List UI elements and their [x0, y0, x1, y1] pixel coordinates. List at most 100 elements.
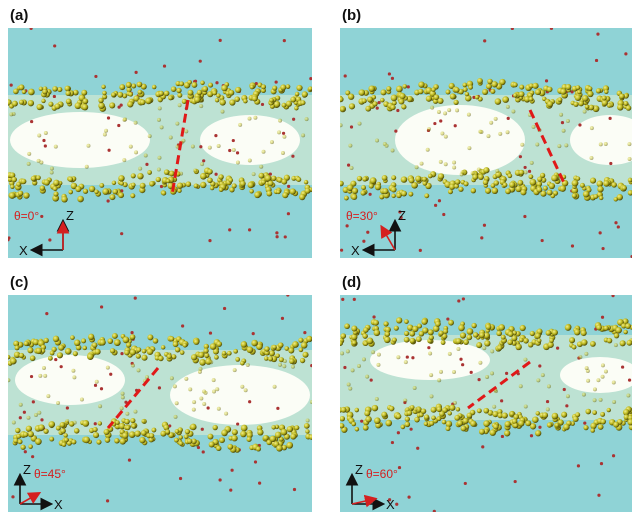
lipid-head: [188, 387, 192, 391]
ion: [48, 238, 51, 241]
lipid-head: [341, 407, 347, 413]
lipid-head: [424, 414, 429, 419]
lipid-head: [138, 167, 142, 171]
lipid-head: [134, 430, 140, 436]
lipid-head: [457, 420, 463, 426]
ion: [550, 27, 553, 30]
ion: [231, 469, 234, 472]
lipid-head: [308, 86, 313, 91]
lipid-head: [306, 336, 312, 342]
ion: [611, 294, 614, 297]
lipid-head: [35, 438, 42, 445]
lipid-head: [492, 187, 499, 194]
lipid-head: [471, 323, 476, 328]
ion: [223, 307, 226, 310]
ion: [538, 364, 541, 367]
ion: [461, 363, 464, 366]
lipid-head: [209, 360, 213, 364]
lipid-head: [458, 325, 465, 332]
ion: [44, 144, 47, 147]
lipid-head: [198, 352, 204, 358]
lipid-head: [147, 170, 152, 175]
lipid-head: [483, 180, 489, 186]
lipid-head: [603, 180, 609, 186]
ion: [232, 139, 235, 142]
lipid-head: [583, 425, 588, 430]
lipid-head: [95, 380, 99, 384]
lipid-head: [598, 424, 604, 430]
lipid-head: [628, 157, 632, 161]
lipid-head: [562, 129, 566, 133]
lipid-head: [375, 139, 379, 143]
lipid-head: [396, 317, 402, 323]
ion: [341, 298, 344, 301]
lipid-head: [519, 170, 525, 176]
ion: [229, 489, 232, 492]
lipid-head: [301, 342, 308, 349]
ion: [462, 297, 465, 300]
lipid-head: [36, 104, 42, 110]
lipid-head: [626, 394, 630, 398]
lipid-head: [123, 117, 127, 121]
lipid-head: [552, 413, 559, 420]
lipid-head: [39, 87, 43, 91]
lipid-head: [118, 175, 124, 181]
lipid-head: [31, 176, 36, 181]
lipid-head: [53, 186, 58, 191]
ion: [258, 482, 261, 485]
lipid-head: [624, 101, 629, 106]
lipid-head: [431, 416, 436, 421]
lipid-head: [268, 356, 273, 361]
lipid-head: [339, 123, 343, 127]
lipid-head: [599, 142, 603, 146]
lipid-head: [151, 428, 156, 433]
lipid-head: [436, 406, 442, 412]
lipid-head: [354, 408, 359, 413]
lipid-head: [430, 106, 434, 110]
lipid-head: [64, 437, 69, 442]
ion: [94, 75, 97, 78]
lipid-head: [363, 327, 369, 333]
ion: [464, 482, 467, 485]
lipid-head: [350, 166, 354, 170]
lipid-head: [460, 332, 466, 338]
lipid-head: [202, 402, 206, 406]
lipid-head: [219, 437, 225, 443]
lipid-head: [530, 331, 535, 336]
ion: [398, 466, 401, 469]
lipid-head: [252, 96, 258, 102]
lipid-head: [148, 134, 152, 138]
lipid-head: [439, 160, 443, 164]
ion: [292, 118, 295, 121]
lipid-head: [592, 410, 597, 415]
ion: [600, 462, 603, 465]
lipid-head: [21, 179, 27, 185]
lipid-head: [413, 386, 417, 390]
lipid-head: [547, 87, 553, 93]
lipid-head: [408, 192, 413, 197]
lipid-head: [184, 434, 189, 439]
lipid-head: [19, 100, 24, 105]
lipid-head: [455, 338, 461, 344]
pore: [170, 365, 310, 425]
lipid-head: [583, 110, 587, 114]
lipid-head: [561, 412, 567, 418]
lipid-head: [541, 373, 545, 377]
lipid-head: [358, 122, 362, 126]
lipid-head: [22, 90, 26, 94]
ion: [163, 64, 166, 67]
lipid-head: [429, 335, 434, 340]
lipid-head: [169, 136, 173, 140]
lipid-head: [440, 132, 444, 136]
lipid-head: [615, 327, 621, 333]
lipid-head: [396, 414, 401, 419]
lipid-head: [394, 326, 399, 331]
lipid-head: [416, 336, 422, 342]
lipid-head: [619, 93, 625, 99]
lipid-head: [241, 425, 248, 432]
lipid-head: [372, 405, 379, 412]
ion: [353, 481, 356, 484]
ion: [407, 85, 410, 88]
lipid-head: [145, 97, 152, 104]
lipid-head: [390, 105, 395, 110]
